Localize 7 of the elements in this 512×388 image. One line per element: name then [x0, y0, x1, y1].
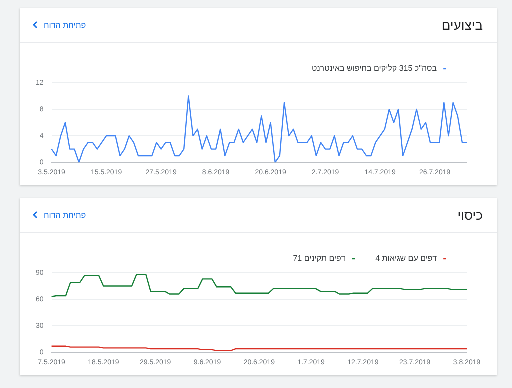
legend-label: בסה"כ 315 קליקים בחיפוש באינטרנט — [312, 64, 438, 74]
text: פתיחת הדוח — [44, 20, 86, 30]
text: פתיחת הדוח — [44, 210, 86, 220]
legend-label: 4 דפים עם שגיאות — [376, 254, 438, 264]
chart-title: כיסוי — [458, 208, 483, 222]
chart-title: ביצועים — [442, 18, 483, 32]
legend-label: 71 דפים תקינים — [293, 254, 346, 264]
